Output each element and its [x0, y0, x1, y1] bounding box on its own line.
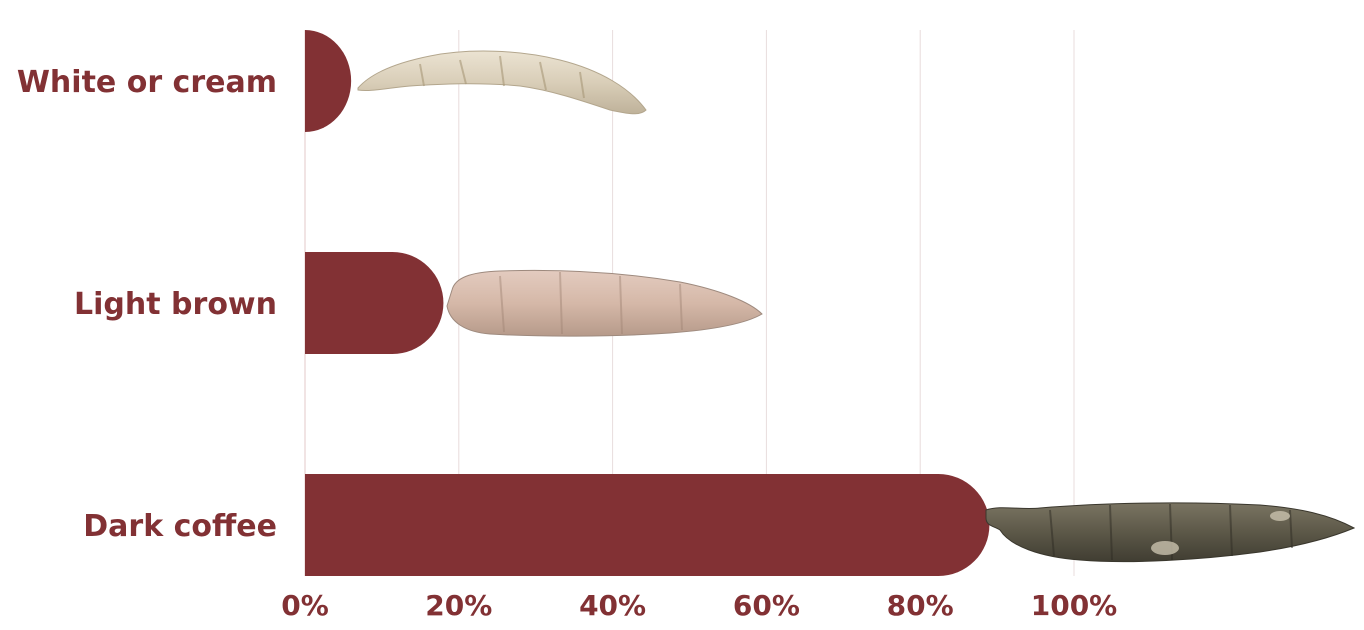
category-label: Dark coffee — [83, 509, 277, 544]
cassava-root-light-brown-image — [446, 269, 763, 337]
root-images — [357, 50, 1356, 563]
x-tick-label: 40% — [579, 589, 646, 622]
category-label: Light brown — [74, 287, 277, 322]
x-tick-label: 0% — [281, 589, 329, 622]
x-tick-label: 20% — [425, 589, 492, 622]
x-tick-label: 100% — [1031, 589, 1118, 622]
bar — [305, 252, 444, 354]
cassava-root-dark-coffee-image — [985, 502, 1356, 563]
x-tick-label: 80% — [887, 589, 954, 622]
category-label: White or cream — [17, 65, 277, 100]
category-labels: White or cream Light brown Dark coffee — [17, 65, 277, 544]
bar — [305, 474, 990, 576]
x-tick-label: 60% — [733, 589, 800, 622]
bar — [305, 30, 352, 132]
bars — [305, 30, 990, 576]
cassava-root-white-image — [357, 50, 647, 115]
x-axis-ticks: 0% 20% 40% 60% 80% 100% — [281, 589, 1117, 622]
